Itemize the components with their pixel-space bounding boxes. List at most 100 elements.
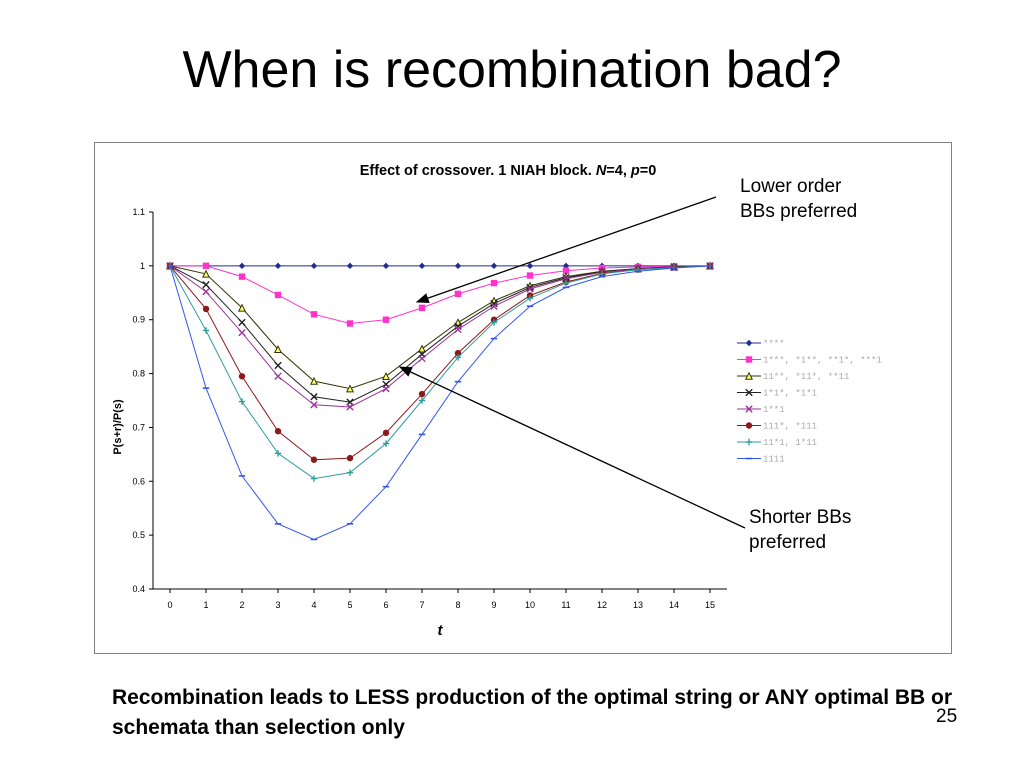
chart-title-n: N xyxy=(596,163,607,179)
data-point xyxy=(745,388,753,397)
series-line xyxy=(169,265,711,540)
data-point xyxy=(346,454,354,462)
legend-label: 1***, *1**, **1*, ***1 xyxy=(763,356,882,366)
data-point xyxy=(238,398,246,405)
y-tick-label: 0.7 xyxy=(132,422,145,432)
data-point xyxy=(346,320,354,327)
x-tick-label: 11 xyxy=(561,600,570,610)
x-tick-label: 13 xyxy=(633,600,643,610)
data-point xyxy=(238,318,246,327)
data-point xyxy=(274,291,282,299)
legend-entry: 1**1 xyxy=(737,405,785,415)
data-point xyxy=(201,269,211,278)
data-point xyxy=(454,349,462,357)
y-tick-label: 1 xyxy=(140,261,145,271)
legend-label: 1*1*, *1*1 xyxy=(763,389,817,399)
data-point xyxy=(274,361,282,370)
legend-entry: 111*, *111 xyxy=(737,422,817,432)
data-point xyxy=(202,305,210,313)
series-line xyxy=(169,265,711,480)
data-point xyxy=(346,403,354,411)
data-point xyxy=(382,384,390,393)
x-tick-label: 3 xyxy=(275,600,280,610)
data-point xyxy=(454,325,462,334)
legend-label: 11**, *11*, **11 xyxy=(763,372,849,382)
data-point xyxy=(454,290,462,298)
slide-number: 25 xyxy=(936,706,958,727)
data-point xyxy=(202,281,210,289)
data-point xyxy=(526,262,534,270)
data-point xyxy=(382,262,390,270)
legend-label: 1111 xyxy=(763,455,785,465)
x-tick-label: 7 xyxy=(419,600,424,610)
x-tick-label: 2 xyxy=(239,600,244,610)
series-line xyxy=(170,265,711,324)
data-point xyxy=(490,302,498,310)
chart-title-n-value: =4, xyxy=(606,163,631,179)
data-point xyxy=(418,262,426,270)
y-axis-label: P(s+r)/P(s) xyxy=(112,399,124,455)
data-point xyxy=(274,262,282,270)
legend-entry: 11**, *11*, **11 xyxy=(737,371,849,382)
data-point xyxy=(744,371,754,380)
data-point xyxy=(310,401,318,409)
data-point xyxy=(490,319,498,326)
series-line xyxy=(169,265,711,403)
callout-shorter-text: Shorter BBs preferred xyxy=(749,507,852,553)
data-point xyxy=(238,273,246,280)
data-point xyxy=(274,427,282,435)
y-tick-label: 0.8 xyxy=(132,369,145,379)
data-point xyxy=(745,339,753,347)
data-point xyxy=(273,345,283,354)
data-point xyxy=(418,354,426,363)
data-point xyxy=(346,469,354,476)
data-point xyxy=(745,356,753,363)
slide-caption: Recombination leads to LESS production o… xyxy=(112,686,953,739)
x-tick-label: 10 xyxy=(525,600,535,610)
data-point xyxy=(417,344,427,353)
legend-entry: 1***, *1**, **1*, ***1 xyxy=(737,356,882,366)
y-tick-label: 1.1 xyxy=(132,207,145,217)
data-point xyxy=(237,303,247,312)
x-tick-label: 5 xyxy=(347,600,352,610)
data-point xyxy=(310,456,318,463)
chart-title-p-value: =0 xyxy=(640,163,657,179)
y-tick-label: 0.4 xyxy=(132,584,145,594)
legend-entry: **** xyxy=(737,339,785,349)
y-tick-label: 0.6 xyxy=(132,476,145,486)
data-point xyxy=(382,440,390,447)
data-point xyxy=(345,384,355,393)
callout-lower-order: Lower order BBs preferred xyxy=(740,174,940,224)
data-point xyxy=(745,405,753,413)
data-point xyxy=(490,262,498,270)
data-point xyxy=(309,376,319,385)
legend-label: 11*1, 1*11 xyxy=(763,438,817,448)
data-point xyxy=(274,372,282,380)
x-tick-label: 8 xyxy=(455,600,460,610)
data-point xyxy=(745,438,753,446)
series-5 xyxy=(166,262,714,463)
legend-label: **** xyxy=(763,339,785,349)
data-point xyxy=(310,393,318,401)
x-tick-label: 9 xyxy=(491,600,496,610)
series-line xyxy=(169,265,711,390)
x-tick-label: 4 xyxy=(311,600,316,610)
y-tick-label: 0.9 xyxy=(132,315,145,325)
x-tick-label: 6 xyxy=(383,600,388,610)
x-tick-label: 0 xyxy=(167,600,172,610)
data-point xyxy=(274,450,282,457)
callout-shorter: Shorter BBs preferred xyxy=(749,505,929,555)
legend-entry: 11*1, 1*11 xyxy=(737,438,817,448)
series-line xyxy=(169,265,711,461)
series-7 xyxy=(166,265,714,541)
callout-lower-order-text: Lower order BBs preferred xyxy=(740,176,858,222)
series-2 xyxy=(165,261,715,393)
data-point xyxy=(526,272,534,279)
x-tick-label: 12 xyxy=(597,600,607,610)
data-point xyxy=(454,262,462,270)
chart-title-prefix: Effect of crossover. 1 NIAH block. xyxy=(360,163,596,179)
x-axis-label: t xyxy=(438,622,444,639)
data-point xyxy=(346,262,354,270)
series-line xyxy=(169,265,711,408)
series-4 xyxy=(166,262,714,411)
